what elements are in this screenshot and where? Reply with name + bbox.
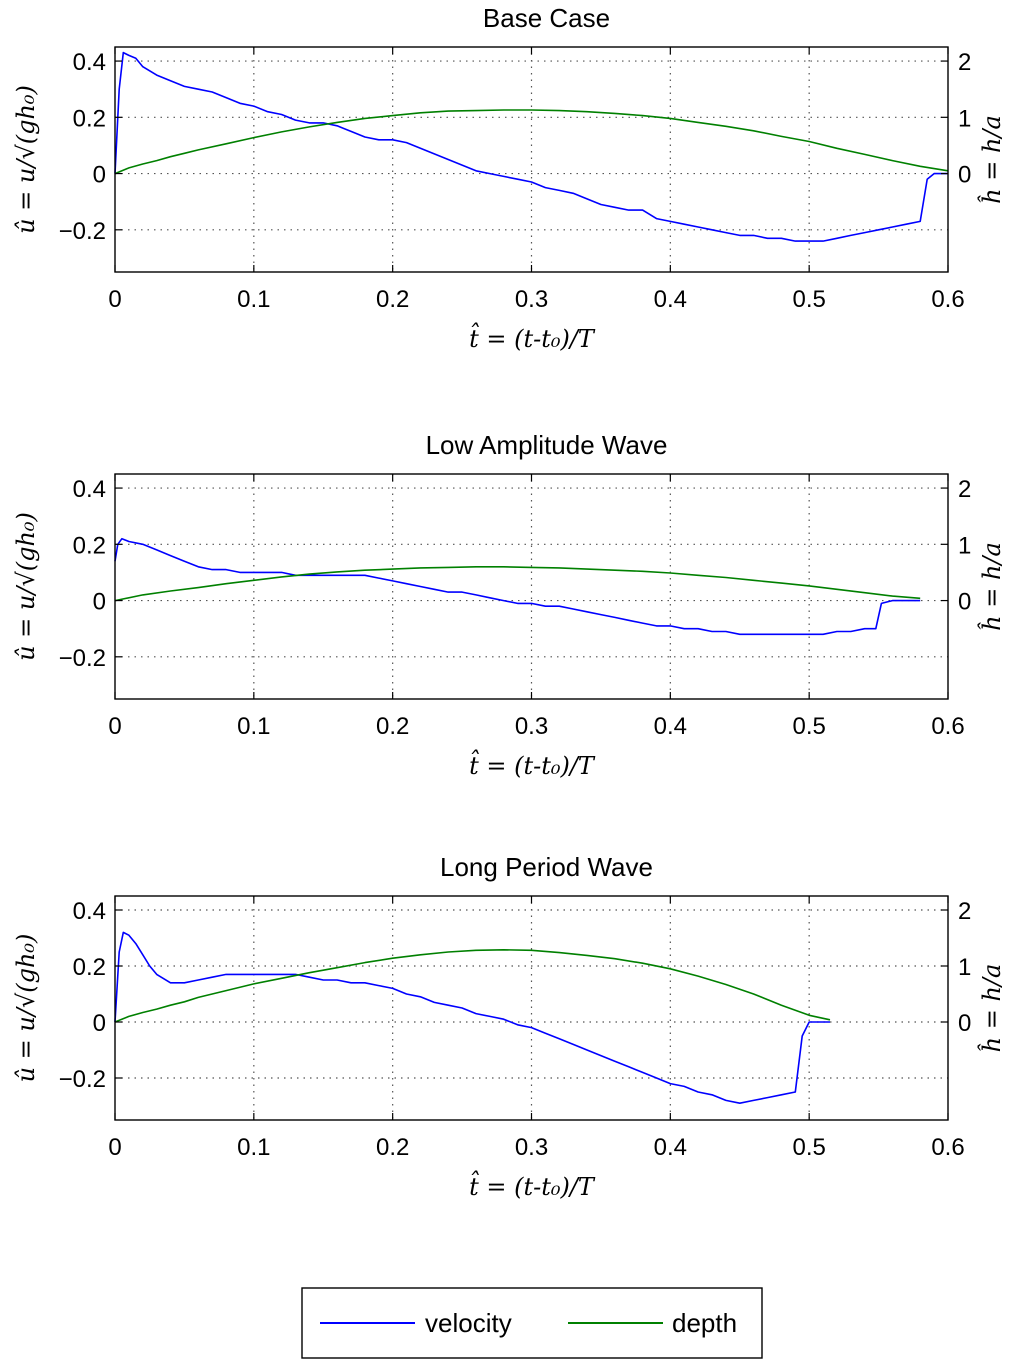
x-tick-label: 0.6	[931, 286, 964, 313]
y-tick-label: 0	[93, 162, 106, 189]
x-tick-label: 0.5	[792, 713, 825, 740]
y2-tick-label: 1	[958, 954, 971, 981]
chart-title: Base Case	[483, 3, 610, 33]
y-tick-label: −0.2	[59, 645, 106, 672]
y-tick-label: 0	[93, 1010, 106, 1037]
x-tick-label: 0.1	[237, 1134, 270, 1161]
y2-tick-label: 1	[958, 532, 971, 559]
x-tick-label: 0.5	[792, 286, 825, 313]
series-depth-line	[114, 948, 831, 1023]
y-axis-label: û = u/√(gh₀)	[12, 85, 40, 234]
y2-tick-label: 0	[958, 1010, 971, 1037]
y-tick-label: −0.2	[59, 218, 106, 245]
x-tick-label: 0.1	[237, 286, 270, 313]
chart-panel: 0 0.1 0.2 0.3 0.4 0.5 0.6 0.4 0.2 0 −0.2 2 1 0 Low Amp…	[12, 430, 1006, 780]
chart-panel: 0 0.1 0.2 0.3 0.4 0.5 0.6 0.4 0.2 0 −0.2 2 1 0 Base Ca…	[12, 3, 1006, 353]
x-tick-label: 0.6	[931, 1134, 964, 1161]
y2-axis-label: ĥ = h/a	[977, 542, 1006, 631]
legend: velocity depth	[301, 1287, 763, 1359]
x-tick-label: 0.3	[515, 1134, 548, 1161]
x-tick-label: 0.6	[931, 713, 964, 740]
series-velocity-line	[114, 51, 948, 242]
y2-axis-label: ĥ = h/a	[977, 115, 1006, 204]
x-tick-label: 0	[108, 286, 121, 313]
x-tick-label: 0.5	[792, 1134, 825, 1161]
chart-title: Long Period Wave	[440, 852, 653, 882]
x-tick-label: 0.2	[376, 286, 409, 313]
y2-tick-label: 2	[958, 898, 971, 925]
y-axis-label: û = u/√(gh₀)	[12, 934, 40, 1083]
y2-tick-label: 1	[958, 105, 971, 132]
legend-depth-label: depth	[672, 1308, 737, 1338]
x-axis-label: t̂ = (t-t₀)/T	[469, 1170, 596, 1201]
x-tick-label: 0.1	[237, 713, 270, 740]
x-tick-label: 0	[108, 713, 121, 740]
x-tick-label: 0.4	[654, 713, 687, 740]
x-tick-label: 0.2	[376, 713, 409, 740]
series-velocity-line	[114, 931, 830, 1104]
y-tick-label: 0	[93, 589, 106, 616]
y2-tick-label: 0	[958, 589, 971, 616]
x-axis-label: t̂ = (t-t₀)/T	[469, 322, 596, 353]
y-tick-label: 0.2	[73, 532, 106, 559]
x-tick-label: 0.4	[654, 286, 687, 313]
y2-tick-label: 2	[958, 476, 971, 503]
x-tick-label: 0.3	[515, 286, 548, 313]
series-depth-line	[114, 565, 921, 602]
y-tick-label: 0.4	[73, 476, 106, 503]
x-tick-label: 0	[108, 1134, 121, 1161]
chart-title: Low Amplitude Wave	[426, 430, 668, 460]
y-tick-label: 0.2	[73, 954, 106, 981]
series-depth-line	[114, 109, 949, 175]
y-tick-label: 0.4	[73, 898, 106, 925]
chart-panel: 0 0.1 0.2 0.3 0.4 0.5 0.6 0.4 0.2 0 −0.2 2 1 0 Long Pe…	[12, 852, 1006, 1201]
series-velocity-line	[114, 537, 921, 636]
y2-tick-label: 2	[958, 49, 971, 76]
y2-tick-label: 0	[958, 162, 971, 189]
legend-velocity-label: velocity	[425, 1308, 512, 1338]
y-axis-label: û = u/√(gh₀)	[12, 512, 40, 661]
y-tick-label: 0.2	[73, 105, 106, 132]
y2-axis-label: ĥ = h/a	[977, 964, 1006, 1053]
x-axis-label: t̂ = (t-t₀)/T	[469, 749, 596, 780]
x-tick-label: 0.4	[654, 1134, 687, 1161]
y-tick-label: 0.4	[73, 49, 106, 76]
x-tick-label: 0.3	[515, 713, 548, 740]
x-tick-label: 0.2	[376, 1134, 409, 1161]
y-tick-label: −0.2	[59, 1066, 106, 1093]
